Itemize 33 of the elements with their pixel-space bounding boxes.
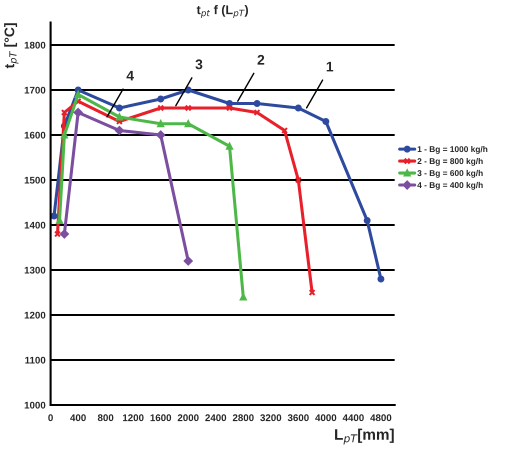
x-tick-label: 0 (48, 414, 53, 422)
x-tick-label: 3200 (260, 414, 282, 422)
x-tick-label: 400 (70, 414, 86, 422)
x-tick-label: 2400 (205, 414, 226, 422)
x-tick-label: 2000 (178, 414, 199, 422)
y-tick-label: 1000 (24, 402, 46, 409)
annotation: 4 (126, 70, 134, 80)
y-tick-label: 1100 (25, 356, 46, 364)
legend-label: 3 - Bg = 600 kg/h (417, 170, 483, 178)
y-tick-label: 1400 (24, 222, 46, 229)
x-tick-label: 4800 (370, 414, 392, 422)
annotation: 3 (195, 59, 202, 70)
legend-label: 4 - Bg = 400 kg/h (417, 182, 483, 190)
chart-title: t$_{pt}$ f (L$_{pT}$) (196, 5, 248, 18)
y-tick-label: 1700 (24, 86, 46, 94)
x-tick-label: 4000 (315, 414, 336, 422)
legend-label: 2 - Bg = 800 kg/h (417, 158, 483, 166)
legend-label: 1 - Bg = 1000 kg/h (418, 146, 488, 154)
y-tick-label: 1800 (24, 42, 46, 49)
x-tick-label: 1200 (122, 414, 144, 422)
y-tick-label: 1300 (24, 266, 46, 274)
x-tick-label: 1600 (150, 414, 172, 422)
x-axis-title: L$_{pT}$[mm] (335, 428, 394, 444)
y-tick-label: 1600 (24, 132, 46, 139)
annotation: 1 (326, 62, 334, 72)
x-tick-label: 800 (98, 414, 114, 422)
x-tick-label: 4400 (342, 414, 364, 422)
x-tick-label: 2800 (232, 414, 254, 422)
y-axis-title: t$_{pT}$ [°C] (4, 23, 18, 68)
x-tick-label: 3600 (288, 414, 309, 422)
y-tick-label: 1500 (24, 176, 46, 184)
annotation: 2 (258, 54, 264, 65)
y-tick-label: 1200 (24, 312, 46, 319)
